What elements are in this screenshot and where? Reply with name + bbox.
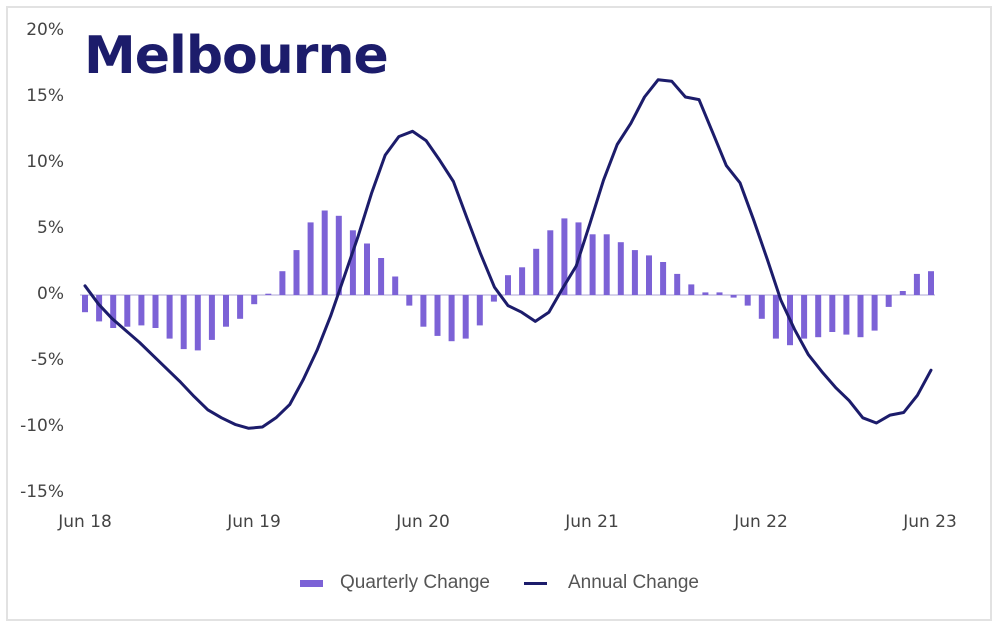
chart-title: Melbourne xyxy=(84,26,389,86)
quarterly-bar xyxy=(476,295,483,326)
quarterly-bar xyxy=(462,295,469,339)
quarterly-bar xyxy=(152,295,159,328)
quarterly-bar xyxy=(758,295,765,319)
quarterly-bar xyxy=(928,271,934,295)
quarterly-bar xyxy=(364,243,370,295)
quarterly-bar xyxy=(702,292,709,295)
quarterly-bar xyxy=(660,262,667,295)
quarterly-bar xyxy=(674,273,681,295)
y-tick-10: 10% xyxy=(26,152,64,172)
x-tick-jun21: Jun 21 xyxy=(565,512,619,532)
quarterly-bar xyxy=(829,295,836,332)
quarterly-bar xyxy=(138,295,145,326)
quarterly-bar xyxy=(251,295,258,305)
y-tick-neg15: -15% xyxy=(20,482,64,502)
legend-label-quarterly: Quarterly Change xyxy=(340,572,490,593)
x-tick-jun22: Jun 22 xyxy=(734,512,788,532)
quarterly-bar xyxy=(646,255,652,295)
quarterly-bar xyxy=(378,258,385,295)
y-tick-neg10: -10% xyxy=(20,416,64,436)
y-tick-neg5: -5% xyxy=(30,350,64,370)
y-tick-15: 15% xyxy=(26,86,64,106)
legend-label-annual: Annual Change xyxy=(568,572,699,593)
x-tick-jun19: Jun 19 xyxy=(227,512,281,532)
quarterly-bar xyxy=(519,267,526,295)
quarterly-bar xyxy=(505,275,511,295)
legend-item-annual: Annual Change xyxy=(524,572,699,594)
quarterly-bar xyxy=(110,295,117,328)
quarterly-bar xyxy=(589,234,596,295)
quarterly-bar xyxy=(815,295,822,338)
quarterly-bar xyxy=(279,271,286,295)
quarterly-bar xyxy=(335,215,342,295)
quarterly-bar xyxy=(716,292,723,295)
quarterly-bar xyxy=(124,295,131,327)
quarterly-bar xyxy=(801,295,808,339)
line-swatch-icon xyxy=(524,581,547,585)
quarterly-bar xyxy=(913,273,920,295)
quarterly-bar xyxy=(208,295,215,340)
quarterly-bar xyxy=(82,295,88,313)
quarterly-bar xyxy=(265,293,272,295)
quarterly-bar xyxy=(617,242,624,295)
quarterly-bar xyxy=(730,295,737,298)
quarterly-bar xyxy=(772,295,779,339)
y-tick-20: 20% xyxy=(26,20,64,40)
quarterly-bar xyxy=(406,295,413,306)
quarterly-change-bars xyxy=(82,210,934,351)
quarterly-bar xyxy=(547,230,554,295)
legend-item-quarterly: Quarterly Change xyxy=(300,572,490,594)
quarterly-bar xyxy=(194,295,201,351)
quarterly-bar xyxy=(899,291,906,295)
quarterly-bar xyxy=(180,295,187,350)
y-tick-5: 5% xyxy=(37,218,64,238)
quarterly-bar xyxy=(223,295,229,327)
quarterly-bar xyxy=(307,222,314,295)
quarterly-bar xyxy=(293,250,300,295)
quarterly-bar xyxy=(843,295,850,335)
x-tick-jun20: Jun 20 xyxy=(396,512,450,532)
quarterly-bar xyxy=(392,276,399,295)
x-tick-jun18: Jun 18 xyxy=(58,512,112,532)
quarterly-bar xyxy=(885,295,892,307)
quarterly-bar xyxy=(561,218,568,295)
quarterly-bar xyxy=(631,250,638,295)
bar-swatch-icon xyxy=(300,579,323,587)
quarterly-bar xyxy=(744,295,751,306)
quarterly-bar xyxy=(96,295,103,322)
quarterly-bar xyxy=(420,295,427,327)
quarterly-bar xyxy=(688,284,695,295)
quarterly-bar xyxy=(603,234,610,295)
quarterly-bar xyxy=(490,295,497,302)
quarterly-bar xyxy=(321,210,328,295)
quarterly-bar xyxy=(237,295,244,319)
quarterly-bar xyxy=(533,248,540,295)
annual-change-line xyxy=(83,78,933,430)
legend: Quarterly Change Annual Change xyxy=(0,572,1000,598)
quarterly-bar xyxy=(448,295,455,342)
quarterly-bar xyxy=(857,295,864,338)
x-tick-jun23: Jun 23 xyxy=(903,512,957,532)
quarterly-bar xyxy=(166,295,173,339)
y-tick-0: 0% xyxy=(37,284,64,304)
quarterly-bar xyxy=(434,295,441,336)
quarterly-bar xyxy=(349,230,356,295)
quarterly-bar xyxy=(871,295,878,331)
